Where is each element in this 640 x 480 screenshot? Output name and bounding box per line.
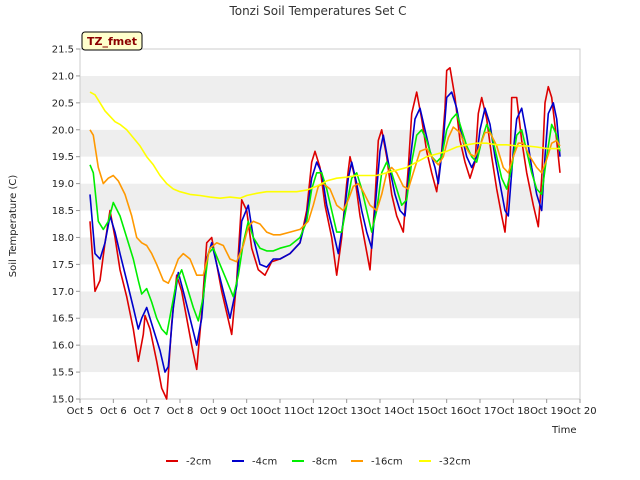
plot-band	[80, 129, 580, 157]
series-line-8cmcm	[89, 112, 561, 336]
plot-frame	[79, 48, 581, 400]
y-tick-label: 15.5	[52, 368, 74, 379]
y-tick-label: 20.0	[52, 125, 74, 136]
y-tick-label: 17.5	[52, 260, 74, 271]
legend-label: -8cm	[312, 457, 337, 468]
x-tick-label: Oct 20	[563, 406, 596, 417]
series-line-4cmcm	[89, 91, 561, 373]
x-tick-label: Oct 19	[530, 406, 563, 417]
plot-band	[80, 237, 580, 265]
series-line-16cmcm	[89, 126, 561, 284]
x-tick-label: Oct 10	[230, 406, 263, 417]
y-tick-label: 16.5	[52, 314, 74, 325]
x-tick-label: Oct 13	[330, 406, 363, 417]
legend-label: -2cm	[186, 457, 211, 468]
legend-label: -4cm	[252, 457, 277, 468]
x-tick-label: Oct 6	[100, 406, 127, 417]
x-tick-label: Oct 12	[297, 406, 330, 417]
y-tick-label: 21.5	[52, 45, 74, 56]
station-badge: TZ_fmet	[81, 31, 143, 51]
x-tick-label: Oct 9	[200, 406, 227, 417]
legend-label: -16cm	[371, 457, 403, 468]
plot-band	[80, 291, 580, 319]
chart-title: Tonzi Soil Temperatures Set C	[228, 4, 406, 18]
y-tick-label: 16.0	[52, 341, 74, 352]
plot-band	[80, 264, 580, 292]
y-tick-label: 17.0	[52, 287, 74, 298]
station-badge-box	[81, 31, 143, 51]
x-tick-label: Oct 7	[133, 406, 160, 417]
plot-band	[80, 75, 580, 103]
y-axis-ticks: 15.0 15.5 16.0 16.5 17.0 17.5 18.0 18.5 19.0 19.5…	[52, 45, 80, 406]
y-tick-label: 18.0	[52, 233, 74, 244]
x-tick-label: Oct 16	[430, 406, 463, 417]
x-tick-label: Oct 17	[463, 406, 496, 417]
x-tick-label: Oct 8	[167, 406, 194, 417]
x-tick-label: Oct 18	[497, 406, 530, 417]
series-lines	[89, 67, 561, 400]
y-tick-label: 18.5	[52, 206, 74, 217]
plot-band	[80, 102, 580, 130]
x-tick-label: Oct 5	[67, 406, 94, 417]
x-axis-ticks: Oct 5 Oct 6 Oct 7 Oct 8 Oct 9 Oct 10 Oct 11 Oct…	[67, 399, 597, 417]
y-tick-label: 19.0	[52, 179, 74, 190]
x-tick-label: Oct 15	[397, 406, 430, 417]
plot-band	[80, 372, 580, 399]
series-line-32cmcm	[89, 91, 560, 199]
x-tick-label: Oct 14	[363, 406, 396, 417]
plot-band	[80, 49, 580, 76]
x-tick-label: Oct 11	[263, 406, 296, 417]
y-axis-label: Soil Temperature (C)	[8, 175, 19, 278]
legend: -2cm -4cm -8cm -16cm -32cm	[166, 457, 471, 468]
y-tick-label: 15.0	[52, 395, 74, 406]
y-tick-label: 21.0	[52, 71, 74, 82]
plot-band	[80, 318, 580, 346]
x-axis-label: Time	[551, 425, 576, 436]
y-tick-label: 19.5	[52, 152, 74, 163]
legend-label: -32cm	[439, 457, 471, 468]
station-badge-label: TZ_fmet	[87, 35, 137, 48]
y-tick-label: 20.5	[52, 98, 74, 109]
